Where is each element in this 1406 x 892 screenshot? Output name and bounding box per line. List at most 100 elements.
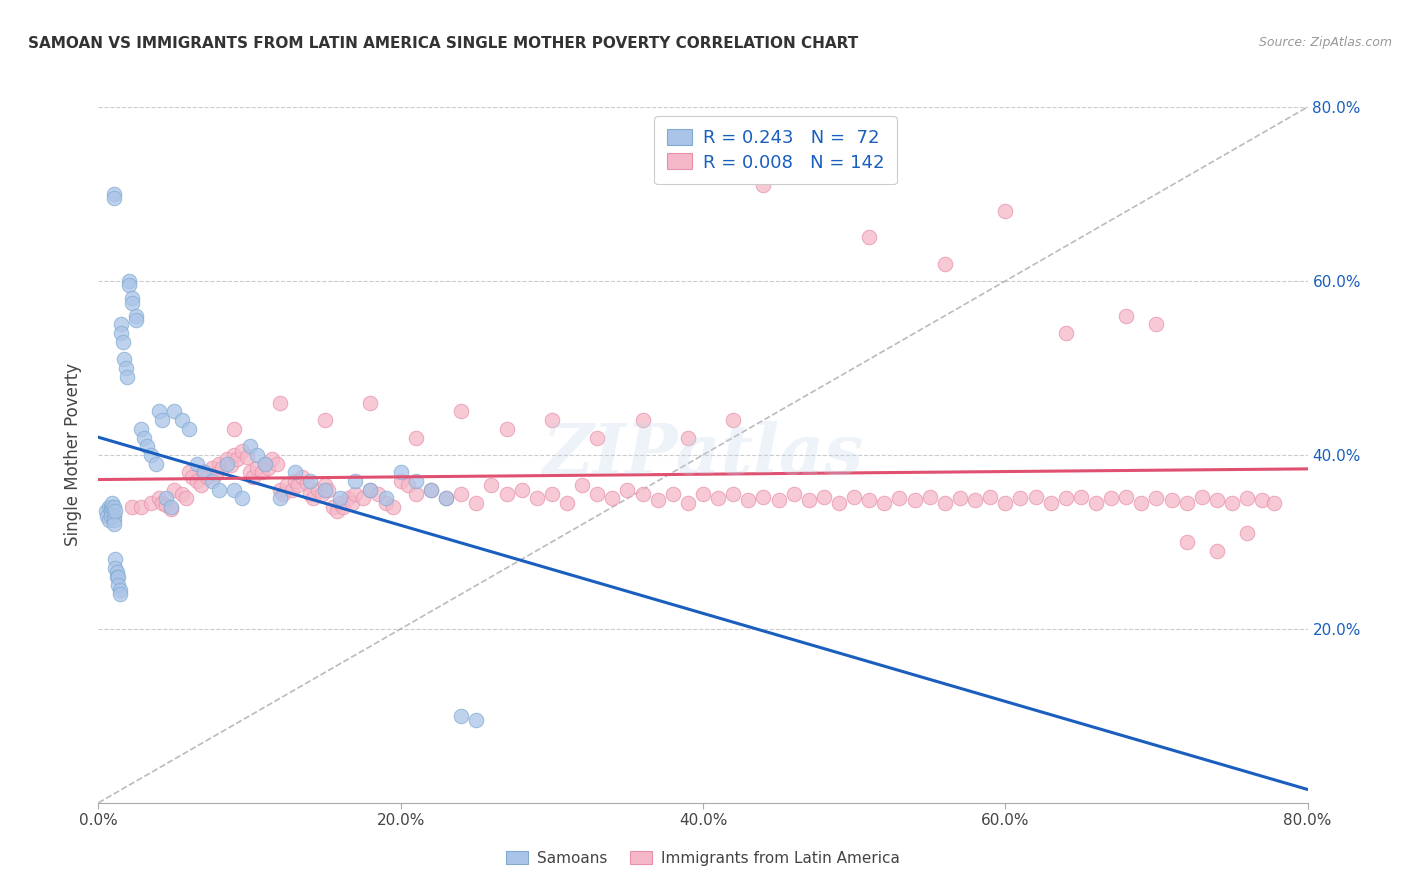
Point bbox=[1236, 526, 1258, 541]
Point bbox=[1039, 496, 1062, 510]
Point bbox=[389, 474, 412, 488]
Point bbox=[994, 204, 1017, 219]
Point bbox=[307, 483, 329, 497]
Point bbox=[141, 448, 163, 462]
Point bbox=[105, 566, 128, 580]
Point bbox=[676, 430, 699, 444]
Point bbox=[284, 466, 307, 480]
Point bbox=[246, 461, 269, 475]
Point bbox=[148, 404, 170, 418]
Point bbox=[918, 490, 941, 504]
Point bbox=[1206, 543, 1229, 558]
Point bbox=[1115, 309, 1137, 323]
Point bbox=[661, 487, 683, 501]
Point bbox=[115, 369, 138, 384]
Point bbox=[314, 413, 336, 427]
Point bbox=[201, 474, 224, 488]
Point bbox=[965, 493, 987, 508]
Point bbox=[256, 461, 278, 475]
Point bbox=[526, 491, 548, 506]
Point bbox=[510, 483, 533, 497]
Point bbox=[586, 430, 609, 444]
Point bbox=[768, 493, 790, 508]
Point bbox=[148, 491, 170, 506]
Point bbox=[170, 413, 193, 427]
Point bbox=[100, 504, 122, 518]
Point bbox=[111, 334, 134, 349]
Point bbox=[707, 491, 730, 506]
Point bbox=[235, 450, 257, 464]
Point bbox=[1175, 496, 1198, 510]
Point bbox=[602, 491, 624, 506]
Point bbox=[979, 490, 1001, 504]
Point bbox=[571, 478, 593, 492]
Point bbox=[420, 483, 443, 497]
Point bbox=[889, 491, 911, 506]
Text: ZIPatlas: ZIPatlas bbox=[543, 421, 863, 489]
Point bbox=[193, 466, 215, 480]
Point bbox=[201, 461, 224, 475]
Point bbox=[121, 500, 143, 514]
Point bbox=[155, 499, 177, 513]
Point bbox=[904, 493, 927, 508]
Point bbox=[98, 513, 121, 527]
Point bbox=[1263, 496, 1285, 510]
Point bbox=[382, 500, 405, 514]
Point bbox=[291, 469, 314, 483]
Point bbox=[242, 469, 264, 483]
Point bbox=[1054, 491, 1077, 506]
Point bbox=[160, 501, 183, 516]
Point bbox=[104, 552, 127, 566]
Point bbox=[450, 708, 472, 723]
Point bbox=[299, 474, 322, 488]
Point bbox=[103, 517, 125, 532]
Point bbox=[934, 257, 956, 271]
Point bbox=[1010, 491, 1032, 506]
Point bbox=[737, 493, 759, 508]
Point bbox=[107, 578, 129, 592]
Point bbox=[150, 496, 173, 510]
Point bbox=[121, 291, 143, 305]
Point bbox=[495, 487, 517, 501]
Point bbox=[329, 496, 352, 510]
Y-axis label: Single Mother Poverty: Single Mother Poverty bbox=[65, 363, 83, 547]
Point bbox=[100, 508, 122, 523]
Point bbox=[360, 483, 382, 497]
Point bbox=[174, 491, 197, 506]
Point bbox=[374, 496, 396, 510]
Text: Source: ZipAtlas.com: Source: ZipAtlas.com bbox=[1258, 36, 1392, 49]
Point bbox=[179, 422, 201, 436]
Point bbox=[103, 500, 125, 514]
Point bbox=[1054, 326, 1077, 340]
Point bbox=[118, 274, 141, 288]
Point bbox=[112, 352, 135, 367]
Point bbox=[110, 318, 132, 332]
Point bbox=[103, 508, 125, 523]
Point bbox=[752, 178, 775, 193]
Point bbox=[647, 493, 669, 508]
Point bbox=[858, 493, 880, 508]
Point bbox=[344, 474, 367, 488]
Point bbox=[322, 500, 344, 514]
Point bbox=[586, 487, 609, 501]
Point bbox=[1024, 490, 1046, 504]
Point bbox=[281, 483, 304, 497]
Point bbox=[205, 467, 228, 481]
Point bbox=[295, 475, 318, 490]
Point bbox=[163, 483, 186, 497]
Point bbox=[231, 443, 253, 458]
Point bbox=[326, 504, 349, 518]
Point bbox=[186, 457, 208, 471]
Point bbox=[342, 496, 364, 510]
Point bbox=[135, 439, 157, 453]
Point bbox=[107, 570, 129, 584]
Point bbox=[1220, 496, 1243, 510]
Point bbox=[103, 513, 125, 527]
Point bbox=[374, 491, 396, 506]
Point bbox=[114, 360, 136, 375]
Point bbox=[129, 422, 152, 436]
Point bbox=[434, 491, 457, 506]
Point bbox=[269, 395, 291, 409]
Point bbox=[1085, 496, 1108, 510]
Point bbox=[1206, 493, 1229, 508]
